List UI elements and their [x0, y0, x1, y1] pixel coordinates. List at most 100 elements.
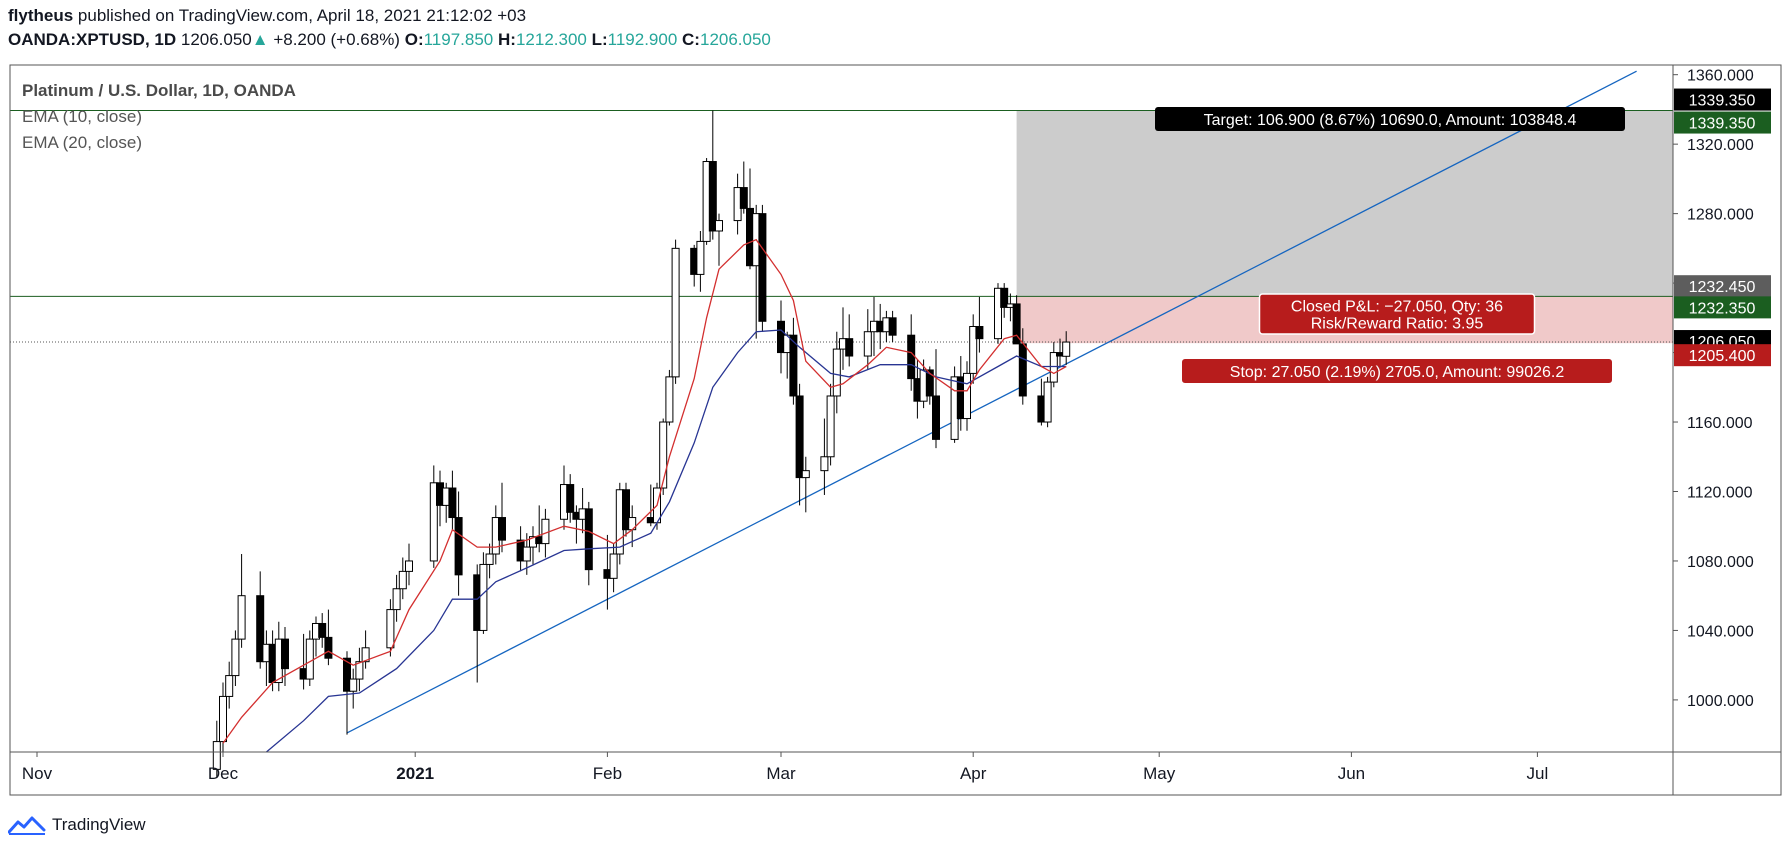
candle: [231, 630, 240, 687]
price-axis[interactable]: 1000.000 1040.000 1080.000 1120.000 1160.000…: [1673, 68, 1754, 710]
candle-body-up: [522, 546, 531, 562]
candle-body-up: [820, 456, 829, 472]
legend-ema20[interactable]: EMA (20, close): [22, 133, 142, 152]
time-tick-label: Jul: [1527, 764, 1549, 783]
candle: [225, 661, 234, 709]
candle: [566, 474, 575, 523]
candle: [696, 230, 705, 292]
candle-body-up: [349, 678, 358, 692]
publish-line: flytheus published on TradingView.com, A…: [8, 4, 771, 28]
price-label-bg: [1674, 296, 1771, 319]
candle: [429, 465, 438, 568]
candle: [863, 309, 872, 370]
candle-body-up: [1062, 341, 1071, 357]
candle: [845, 314, 854, 367]
candle: [622, 482, 630, 537]
ema-lines: [222, 238, 1067, 753]
price-label-text: 1339.350: [1689, 116, 1756, 133]
candle: [498, 482, 506, 553]
pnl-label-bg: [1258, 293, 1536, 335]
candle: [324, 609, 333, 666]
candle-body-down: [789, 334, 798, 397]
candle: [758, 204, 767, 332]
price-tick-label: 1120.000: [1687, 484, 1753, 501]
up-arrow-icon: ▲: [251, 30, 269, 49]
price-tick-label: 1360.000: [1687, 68, 1754, 85]
time-axis[interactable]: Nov Dec 2021 Feb Mar Apr May Jun Jul: [22, 752, 1548, 783]
trendline[interactable]: [346, 70, 1637, 734]
ema20-line[interactable]: [265, 329, 1067, 753]
time-tick-label: 2021: [396, 764, 434, 783]
stop-label-bg: [1182, 359, 1612, 383]
candle-body-up: [609, 553, 618, 579]
candle: [975, 296, 984, 353]
candle-body-down: [318, 622, 327, 638]
price-change: +8.200 (+0.68%): [273, 30, 400, 49]
candle: [398, 557, 407, 600]
stop-label: Stop: 27.050 (2.19%) 2705.0, Amount: 990…: [1182, 359, 1612, 383]
legend-ema10[interactable]: EMA (10, close): [22, 107, 142, 126]
low-label: L:: [591, 30, 608, 49]
candle-body-up: [801, 470, 810, 479]
candle-body-down: [975, 326, 984, 340]
candle: [888, 310, 897, 343]
candle-body-down: [1012, 303, 1021, 345]
time-tick-label: Dec: [208, 764, 239, 783]
chart-header: flytheus published on TradingView.com, A…: [8, 4, 771, 52]
candle: [584, 501, 593, 586]
candle: [969, 314, 978, 384]
ema10-line[interactable]: [222, 238, 1067, 744]
candle-body-up: [665, 376, 674, 423]
candle-body-up: [485, 553, 494, 565]
price-tick-label: 1040.000: [1687, 623, 1754, 640]
author-name[interactable]: flytheus: [8, 6, 74, 25]
candle-body-up: [659, 421, 668, 489]
candle: [789, 317, 798, 405]
candle-body-down: [343, 657, 351, 692]
target-zone: [1016, 110, 1673, 297]
price-label: 1232.350: [1674, 296, 1771, 319]
candle-body-up: [386, 609, 395, 649]
price-label: 1339.350: [1674, 88, 1771, 111]
symbol-label: OANDA:XPTUSD, 1D: [8, 30, 177, 49]
candle: [212, 720, 221, 779]
candle-body-down: [758, 213, 767, 322]
price-label-text: 1205.400: [1689, 348, 1756, 365]
candle-body-down: [1018, 343, 1027, 397]
candle-body-up: [231, 638, 240, 677]
candle-body-up: [361, 647, 370, 663]
tradingview-brand[interactable]: TradingView: [52, 815, 146, 834]
candle-body-up: [832, 348, 841, 397]
candle-body-down: [1000, 287, 1009, 308]
candle-body-down: [932, 395, 940, 440]
candle-body-up: [994, 287, 1002, 340]
candle: [485, 543, 494, 579]
candle: [343, 651, 351, 735]
pnl-label-text: Closed P&L: −27.050, Qty: 36: [1291, 299, 1503, 316]
price-tick-label: 1080.000: [1687, 554, 1754, 571]
candle: [318, 613, 327, 648]
candle-body-down: [454, 517, 463, 576]
high-value: 1212.300: [515, 30, 587, 49]
candle-body-up: [541, 518, 550, 545]
candle: [795, 383, 804, 506]
price-label-text: 1232.350: [1689, 300, 1756, 317]
candle-body-down: [708, 161, 717, 232]
candle-body-up: [398, 570, 407, 590]
target-label: Target: 106.900 (8.67%) 10690.0, Amount:…: [1155, 107, 1625, 131]
candle-body-up: [219, 695, 227, 743]
candle: [392, 574, 401, 622]
publish-info: published on TradingView.com, April 18, …: [73, 6, 527, 25]
candle: [1049, 342, 1058, 388]
high-label: H:: [498, 30, 516, 49]
candle: [355, 647, 364, 692]
candle: [994, 283, 1002, 344]
candle-body-up: [826, 395, 835, 458]
candle: [739, 161, 748, 214]
candle: [1062, 331, 1071, 365]
time-tick-label: Apr: [960, 764, 987, 783]
candle-body-up: [969, 326, 978, 374]
time-tick-label: May: [1143, 764, 1176, 783]
target-label-text: Target: 106.900 (8.67%) 10690.0, Amount:…: [1204, 112, 1577, 129]
